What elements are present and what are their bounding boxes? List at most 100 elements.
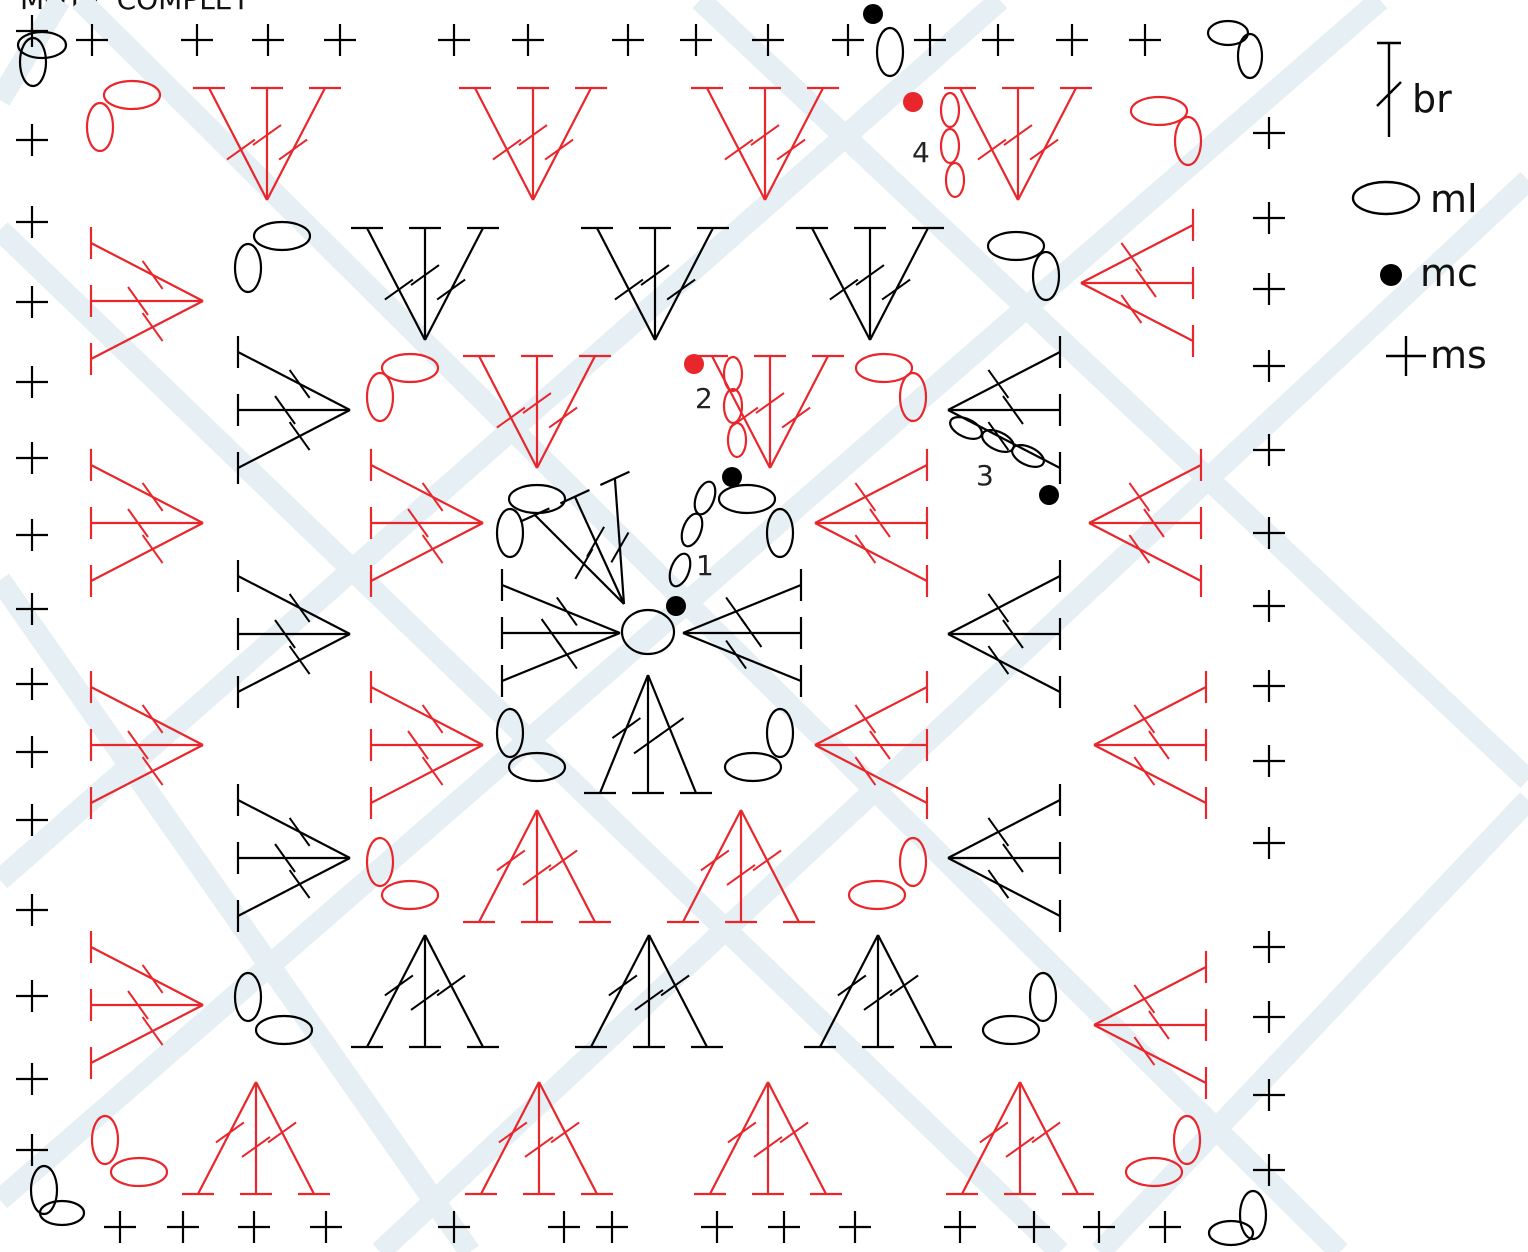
br-cluster-symbol [584,675,712,793]
ms-symbol [16,1063,48,1095]
ml-symbol [988,232,1044,260]
br-cluster-symbol [944,88,1092,200]
ms-symbol [1253,931,1285,963]
ml-symbol [497,509,523,557]
br-cluster-symbol [694,1082,842,1194]
ms-symbol [680,24,712,56]
mc-symbol [722,467,742,487]
br-cluster-symbol [91,931,203,1079]
ms-symbol [16,894,48,926]
ms-symbol [596,1211,628,1243]
ml-symbol [691,479,720,517]
ms-symbol [104,1211,136,1243]
ms-symbol [1253,273,1285,305]
ms-symbol [1253,590,1285,622]
br-cluster-symbol [1094,671,1206,819]
br-cluster-symbol [463,810,611,922]
ms-symbol [839,1211,871,1243]
ms-symbol [16,668,48,700]
legend-label-ml: ml [1430,177,1478,221]
ml-symbol [1238,34,1262,78]
ms-symbol [16,980,48,1012]
ml-symbol [1030,973,1056,1021]
mc-icon [1380,264,1402,286]
ms-symbol [16,124,48,156]
br-icon [1377,43,1401,137]
ms-symbol [944,1211,976,1243]
ms-symbol [1129,24,1161,56]
legend-item-ml: ml [1353,177,1478,221]
ml-symbol [678,511,707,549]
ms-symbol [1253,350,1285,382]
ms-symbol [16,736,48,768]
ml-symbol [382,881,438,909]
ml-symbol [856,354,912,382]
ms-symbol [238,1211,270,1243]
round-number-4: 4 [912,136,930,169]
ml-symbol [382,354,438,382]
ml-symbol [983,1016,1039,1044]
round-number-1: 1 [696,549,714,582]
ml-symbol [941,129,959,163]
ms-symbol [1253,117,1285,149]
ml-symbol [111,1158,167,1186]
ms-symbol [181,24,213,56]
round-number-3: 3 [976,459,994,492]
ms-symbol [310,1211,342,1243]
ms-symbol [832,24,864,56]
legend-item-ms: ms [1386,333,1487,377]
ms-symbol [16,519,48,551]
ms-symbol [16,366,48,398]
ml-symbol [367,373,393,421]
ms-symbol [1056,24,1088,56]
ms-symbol [1253,827,1285,859]
round-numbers: 1 2 3 4 [695,136,994,582]
br-cluster-symbol [91,227,203,375]
ms-symbol [701,1211,733,1243]
ms-symbol [1253,670,1285,702]
ml-symbol [877,28,903,76]
ms-symbol [438,24,470,56]
ml-symbol [725,753,781,781]
mc-symbol [684,354,704,374]
ml-symbol [1131,97,1187,125]
ms-symbol [16,442,48,474]
br-cluster-symbol [696,356,844,468]
br-cluster-symbol [459,88,607,200]
ml-symbol [235,244,261,292]
ml-symbol [900,838,926,886]
ml-symbol [767,709,793,757]
ms-symbol [1253,745,1285,777]
ms-symbol [982,24,1014,56]
ms-symbol [612,24,644,56]
mc-symbol [666,596,686,616]
round-number-2: 2 [695,382,713,415]
ms-symbol [324,24,356,56]
br-cluster-symbol [182,1082,330,1194]
br-cluster-symbol [948,560,1060,708]
mc-symbol [903,92,923,112]
ml-symbol [724,389,742,423]
ms-symbol [252,24,284,56]
ms-symbol [512,24,544,56]
ml-symbol [728,423,746,457]
br-cluster-symbol [351,935,499,1047]
ml-symbol [719,485,775,513]
ml-symbol [941,93,959,127]
ml-symbol [87,103,113,151]
br-cluster-symbol [796,228,944,340]
ms-symbol [768,1211,800,1243]
mc-symbol [1039,485,1059,505]
mc-symbol [863,4,883,24]
ml-symbol [724,357,742,391]
legend-label-mc: mc [1420,251,1478,295]
ml-symbol [849,881,905,909]
legend-label-br: br [1412,77,1452,121]
ms-symbol [1253,202,1285,234]
br-cluster-symbol [91,449,203,597]
ml-symbol [946,163,964,197]
ms-symbol [16,206,48,238]
ms-symbol [1149,1211,1181,1243]
ml-symbol [947,413,985,444]
